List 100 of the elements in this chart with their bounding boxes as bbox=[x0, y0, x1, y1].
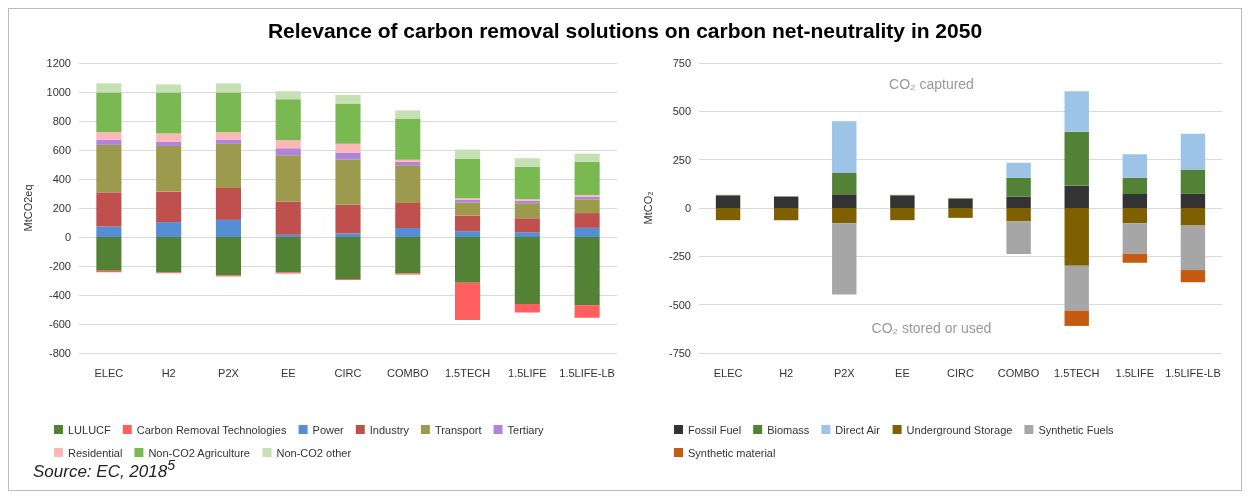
bar bbox=[215, 92, 241, 133]
y-tick-label: -750 bbox=[668, 347, 691, 359]
bar bbox=[1064, 208, 1089, 266]
bar bbox=[215, 187, 241, 220]
legend-label: Synthetic Fuels bbox=[1038, 423, 1115, 436]
x-tick-label: ELEC bbox=[94, 366, 124, 379]
bar bbox=[156, 92, 182, 134]
legend-label: Non-CO2 other bbox=[276, 446, 352, 459]
bar bbox=[215, 237, 241, 276]
legend-label: Tertiary bbox=[507, 423, 545, 436]
bar bbox=[275, 155, 301, 202]
chart-title: Relevance of carbon removal solutions on carbon net-neutrality in 2050 bbox=[266, 18, 984, 44]
x-tick-label: CIRC bbox=[334, 366, 362, 379]
bar bbox=[1006, 162, 1031, 178]
bar bbox=[715, 195, 741, 208]
bar bbox=[335, 143, 361, 153]
bar bbox=[948, 208, 973, 218]
bar bbox=[1180, 225, 1206, 271]
bar bbox=[1180, 270, 1206, 283]
bar bbox=[455, 237, 481, 283]
y-tick-label: 400 bbox=[52, 173, 71, 185]
bar bbox=[335, 237, 361, 280]
bar bbox=[156, 84, 182, 93]
bar bbox=[1064, 131, 1089, 186]
y-tick-label: 200 bbox=[52, 202, 71, 214]
bar bbox=[514, 158, 540, 167]
legend-label: Underground Storage bbox=[906, 423, 1013, 436]
bar bbox=[1122, 253, 1148, 263]
bar bbox=[1122, 154, 1148, 178]
y-tick-label: 1000 bbox=[46, 86, 71, 98]
legend-label: Fossil Fuel bbox=[688, 423, 742, 436]
bar bbox=[156, 145, 182, 192]
y-axis-title: MtCO₂ bbox=[641, 191, 654, 225]
bar bbox=[395, 202, 421, 229]
bar bbox=[1064, 310, 1089, 326]
bar bbox=[335, 204, 361, 234]
bar bbox=[275, 140, 301, 149]
bar bbox=[156, 222, 182, 237]
bar bbox=[96, 144, 122, 193]
bar bbox=[574, 213, 600, 228]
bar bbox=[395, 237, 421, 274]
y-axis-title: MtCO2eq bbox=[21, 184, 34, 232]
x-tick-label: EE bbox=[280, 366, 296, 379]
bar bbox=[574, 153, 600, 162]
bar bbox=[335, 159, 361, 205]
bar bbox=[455, 202, 481, 216]
bar bbox=[832, 208, 857, 224]
y-tick-label: 0 bbox=[64, 231, 71, 243]
legend-label: Industry bbox=[369, 423, 410, 436]
bar bbox=[1180, 208, 1206, 226]
y-tick-label: -500 bbox=[668, 298, 691, 311]
bar bbox=[514, 218, 540, 233]
bar bbox=[96, 132, 122, 140]
bar bbox=[1064, 185, 1089, 208]
bar bbox=[1064, 265, 1089, 311]
bar bbox=[715, 208, 741, 221]
bar bbox=[156, 133, 182, 142]
bar bbox=[96, 192, 122, 227]
legend-label: Non-CO2 Agriculture bbox=[148, 446, 250, 459]
x-tick-label: 1.5LIFE bbox=[1115, 366, 1155, 379]
bar bbox=[1122, 223, 1148, 254]
bar bbox=[335, 94, 361, 104]
x-tick-label: P2X bbox=[833, 366, 856, 379]
legend-label: Carbon Removal Technologies bbox=[136, 423, 287, 436]
bar bbox=[455, 149, 481, 159]
x-tick-label: H2 bbox=[779, 366, 794, 379]
bar bbox=[890, 208, 915, 221]
bar bbox=[96, 139, 122, 145]
annotation: CO₂ stored or used bbox=[871, 320, 992, 336]
y-tick-label: 250 bbox=[672, 153, 691, 166]
bar bbox=[948, 198, 973, 208]
bar bbox=[514, 303, 540, 313]
bar bbox=[514, 166, 540, 200]
bar bbox=[455, 158, 481, 199]
y-tick-label: 500 bbox=[672, 105, 691, 118]
bar bbox=[1006, 196, 1031, 208]
bar bbox=[832, 121, 857, 174]
y-tick-label: -800 bbox=[48, 347, 71, 359]
y-tick-label: 750 bbox=[672, 57, 691, 69]
bar bbox=[156, 237, 182, 273]
bar bbox=[275, 99, 301, 141]
bar bbox=[1006, 177, 1031, 197]
bar bbox=[275, 148, 301, 156]
bar bbox=[215, 139, 241, 144]
bar bbox=[275, 234, 301, 237]
x-tick-label: 1.5TECH bbox=[1054, 366, 1100, 379]
bar bbox=[574, 237, 600, 306]
legend-label: Synthetic material bbox=[688, 446, 776, 459]
source-note: Source: EC, 2018$^{5}$ bbox=[33, 457, 176, 482]
y-tick-label: -250 bbox=[668, 250, 691, 263]
x-tick-label: COMBO bbox=[997, 366, 1040, 379]
bar bbox=[395, 159, 421, 162]
bar bbox=[832, 173, 857, 195]
bar bbox=[574, 305, 600, 318]
bar bbox=[1064, 91, 1089, 132]
bar bbox=[335, 233, 361, 237]
bar bbox=[156, 141, 182, 146]
bar bbox=[514, 203, 540, 219]
x-tick-label: EE bbox=[895, 366, 910, 379]
bar bbox=[773, 196, 799, 208]
